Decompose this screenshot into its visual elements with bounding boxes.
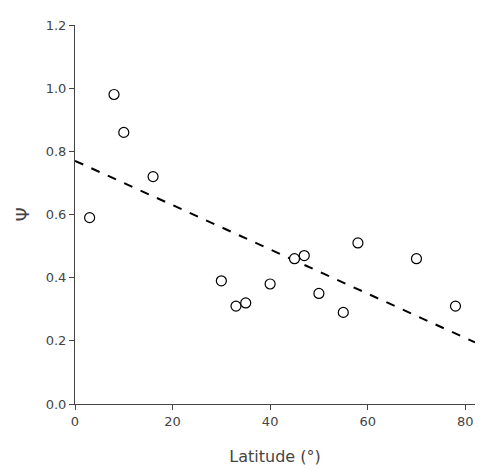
svg-text:20: 20: [164, 414, 181, 429]
svg-text:80: 80: [457, 414, 474, 429]
svg-text:1.0: 1.0: [46, 81, 67, 96]
svg-text:0.2: 0.2: [46, 333, 67, 348]
svg-text:Latitude (°): Latitude (°): [229, 447, 320, 466]
svg-text:1.2: 1.2: [46, 18, 67, 33]
svg-text:0.4: 0.4: [46, 270, 67, 285]
svg-text:40: 40: [262, 414, 279, 429]
svg-text:60: 60: [359, 414, 376, 429]
svg-text:0.0: 0.0: [46, 397, 67, 412]
svg-text:0.8: 0.8: [46, 144, 67, 159]
svg-text:0.6: 0.6: [46, 207, 67, 222]
svg-text:Ψ: Ψ: [12, 207, 33, 221]
svg-text:0: 0: [71, 414, 79, 429]
